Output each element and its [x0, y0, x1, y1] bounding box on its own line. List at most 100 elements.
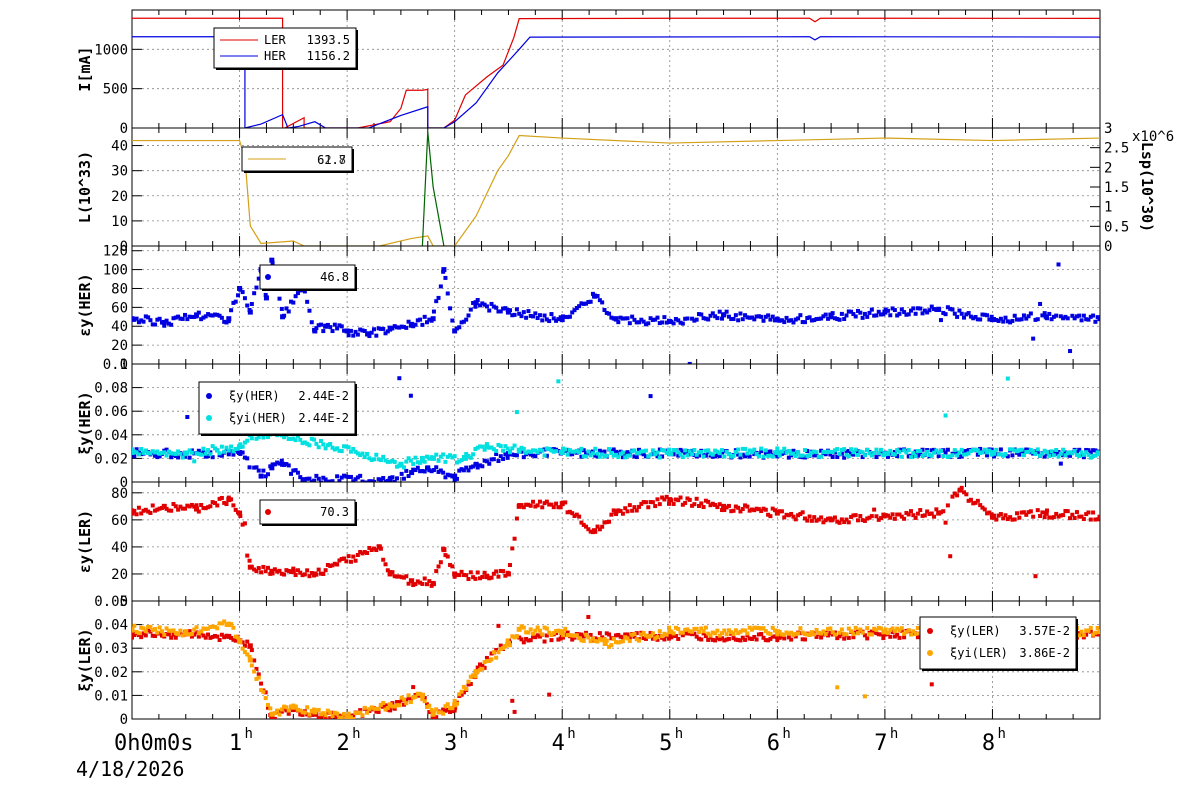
data-point [1081, 633, 1086, 638]
data-point [139, 447, 144, 452]
data-point [337, 558, 342, 563]
data-point [1040, 313, 1045, 318]
data-point [1010, 318, 1015, 323]
data-point [148, 629, 153, 634]
data-point [856, 449, 860, 454]
data-point [514, 453, 519, 458]
data-point [1063, 450, 1068, 455]
data-point [261, 435, 266, 440]
data-point [609, 450, 614, 455]
data-point [365, 451, 370, 456]
data-point [547, 319, 552, 324]
data-point [1086, 317, 1091, 322]
data-point [625, 316, 630, 321]
data-point [139, 511, 144, 516]
data-point [586, 449, 591, 454]
data-point [782, 632, 787, 637]
data-point [372, 327, 376, 332]
data-point [784, 512, 789, 517]
data-point [554, 501, 559, 506]
data-point [918, 306, 923, 311]
data-point [823, 452, 828, 457]
data-point [752, 317, 757, 322]
data-point [436, 469, 441, 474]
data-point [434, 465, 439, 470]
data-point [643, 500, 648, 505]
data-point [862, 633, 867, 638]
data-point [1033, 574, 1038, 579]
series-points-HER [132, 257, 1100, 364]
data-point [577, 636, 582, 641]
data-point [856, 631, 860, 636]
data-point [613, 316, 619, 322]
data-point [830, 632, 835, 637]
data-point [904, 312, 909, 317]
data-point [1035, 317, 1040, 322]
data-point [819, 515, 824, 520]
data-point [710, 311, 715, 316]
data-point [431, 468, 436, 473]
data-point [941, 310, 946, 315]
data-point [254, 666, 259, 671]
data-point [687, 629, 692, 634]
data-point [662, 497, 667, 502]
legend-name: ξy(LER) [950, 624, 1001, 638]
data-point [335, 446, 340, 451]
data-point [143, 507, 148, 512]
data-point [895, 632, 900, 637]
data-point [802, 632, 807, 637]
data-point [291, 468, 296, 473]
data-point [856, 308, 860, 313]
data-point [556, 628, 561, 633]
data-point [729, 317, 734, 322]
data-point [192, 451, 197, 456]
data-point [807, 632, 812, 637]
data-point [1084, 317, 1089, 322]
data-point [703, 316, 708, 321]
data-point [957, 487, 963, 493]
data-point [892, 308, 897, 313]
data-point [457, 692, 462, 697]
data-point [696, 636, 701, 641]
data-point [365, 480, 370, 482]
data-point [1021, 313, 1026, 318]
data-point [989, 317, 995, 323]
data-point [503, 573, 508, 578]
data-point [756, 314, 761, 319]
data-point [650, 500, 655, 505]
data-point [802, 637, 807, 642]
data-point [1024, 447, 1029, 452]
data-point [559, 317, 565, 323]
data-point [157, 316, 162, 321]
data-point [1081, 455, 1086, 460]
data-point [717, 451, 722, 456]
data-point [482, 665, 487, 670]
data-point [567, 509, 572, 514]
data-point [203, 635, 208, 640]
data-point [823, 312, 828, 317]
data-point [879, 312, 884, 317]
data-point [563, 632, 568, 637]
data-point [367, 545, 372, 550]
data-point [874, 447, 879, 452]
data-point [275, 460, 280, 465]
data-point [335, 716, 340, 719]
data-point [420, 322, 425, 327]
data-point [411, 583, 416, 588]
data-point [597, 298, 602, 303]
y-tick-label: 0 [120, 239, 128, 255]
data-point [616, 454, 621, 459]
data-point [378, 458, 383, 463]
data-point [962, 490, 967, 495]
data-point [559, 629, 565, 635]
data-point [680, 455, 685, 460]
data-point [1019, 510, 1024, 515]
data-point [980, 312, 985, 317]
data-point [445, 702, 450, 707]
data-point [830, 454, 835, 459]
data-point [219, 495, 224, 500]
data-point [210, 313, 215, 318]
data-point [153, 627, 158, 632]
data-point [754, 506, 759, 511]
data-point [720, 508, 725, 513]
